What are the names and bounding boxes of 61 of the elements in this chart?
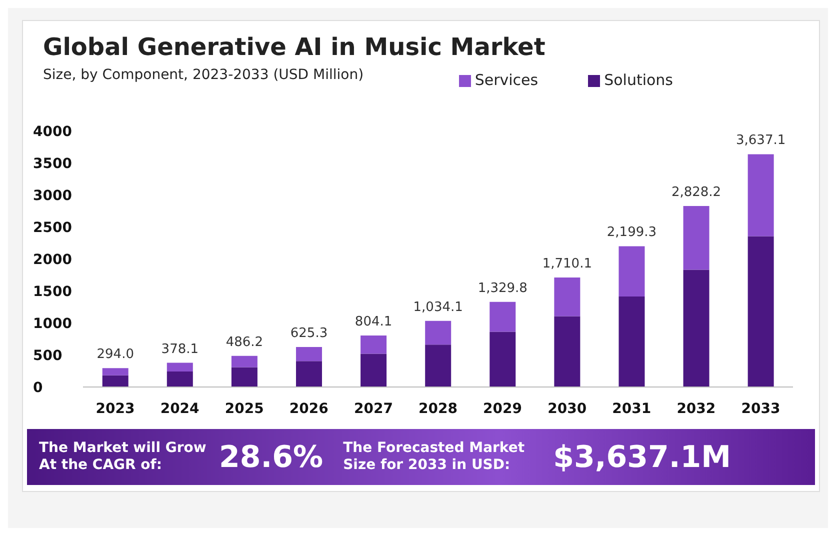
x-tick-label: 2029 <box>483 400 522 417</box>
total-label: 2,828.2 <box>671 184 722 200</box>
bar <box>618 246 645 296</box>
bar <box>425 344 452 387</box>
total-label: 3,637.1 <box>736 133 786 148</box>
bar <box>231 356 258 368</box>
y-tick-label: 4000 <box>33 124 72 140</box>
chart-title: Global Generative AI in Music Market <box>43 33 546 61</box>
chart-subtitle: Size, by Component, 2023-2033 (USD Million) <box>43 67 364 83</box>
x-tick-label: 2028 <box>418 400 458 417</box>
y-tick-label: 2500 <box>33 220 72 236</box>
total-label: 625.3 <box>290 326 328 341</box>
total-label: 1,710.1 <box>542 256 592 272</box>
x-tick-label: 2026 <box>289 400 328 417</box>
x-tick-label: 2030 <box>548 400 587 417</box>
legend-label: Solutions <box>604 71 673 89</box>
x-tick-label: 2033 <box>741 400 780 417</box>
total-label: 378.1 <box>161 342 199 357</box>
total-label: 486.2 <box>226 334 264 350</box>
bar <box>296 361 322 387</box>
y-tick-label: 0 <box>33 380 43 396</box>
y-tick-label: 1500 <box>33 284 72 300</box>
y-tick-label: 500 <box>33 348 62 364</box>
x-tick-label: 2024 <box>160 400 200 417</box>
text: 28.6% <box>219 440 324 474</box>
y-tick-label: 2000 <box>33 252 72 268</box>
text: The Market will Grow At the CAGR of: <box>39 440 208 474</box>
total-label: 804.1 <box>354 314 392 330</box>
x-tick-label: 2031 <box>612 400 652 417</box>
bar <box>554 316 580 387</box>
legend-label: Services <box>474 71 538 89</box>
bar <box>683 270 710 387</box>
bar <box>102 368 128 376</box>
bar <box>683 206 710 270</box>
bar <box>554 278 580 316</box>
bar <box>102 375 128 387</box>
bar <box>296 346 322 362</box>
x-tick-label: 2025 <box>224 400 264 417</box>
total-label: 294.0 <box>96 347 134 362</box>
total-label: 1,329.8 <box>478 280 528 296</box>
x-tick-label: 2027 <box>354 400 393 417</box>
bar <box>618 296 645 387</box>
bar <box>425 320 452 345</box>
total-label: 2,199.3 <box>606 225 657 240</box>
bar <box>748 154 774 236</box>
text: $3,637.1M <box>553 440 731 474</box>
y-tick-label: 3500 <box>33 156 72 172</box>
bar <box>231 367 258 387</box>
y-tick-label: 3000 <box>33 188 72 204</box>
bar <box>166 372 193 387</box>
bar <box>360 354 387 387</box>
total-label: 1,034.1 <box>413 300 463 315</box>
x-tick-label: 2023 <box>96 400 135 417</box>
bar <box>166 362 193 372</box>
bar <box>490 302 516 332</box>
x-tick-label: 2032 <box>676 400 716 417</box>
bar <box>360 336 387 354</box>
text: The Forecasted Market Size for 2033 in USD: <box>343 440 526 474</box>
y-tick-label: 1000 <box>33 316 72 332</box>
bar <box>748 236 774 387</box>
bar <box>490 332 516 387</box>
